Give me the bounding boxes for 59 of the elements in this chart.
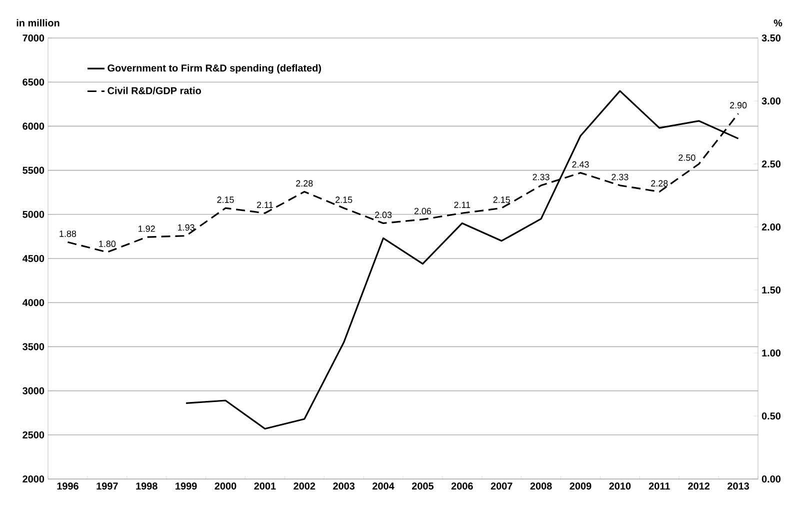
x-tick-label: 2008 xyxy=(530,482,552,490)
y-tick-label: 3500 xyxy=(22,343,44,350)
y-tick-label: 2500 xyxy=(22,431,44,438)
y-tick-label: 6000 xyxy=(22,122,44,130)
data-label: 2.15 xyxy=(217,196,234,203)
data-label: 2.15 xyxy=(493,196,510,203)
data-label: 2.28 xyxy=(651,180,668,187)
y-tick-label: 5500 xyxy=(22,166,44,174)
y2-tick-label: 2.00 xyxy=(762,223,781,231)
y-tick-label: 4500 xyxy=(22,254,44,262)
y2-tick-label: 0.00 xyxy=(762,475,781,483)
x-tick-label: 2002 xyxy=(294,482,316,490)
x-tick-label: 1999 xyxy=(176,482,197,490)
y2-tick-label: 1.50 xyxy=(762,286,781,294)
y-tick-label: 5000 xyxy=(22,210,44,218)
x-tick-label: 1997 xyxy=(96,482,118,490)
data-label: 2.43 xyxy=(572,161,589,168)
data-label: 1.92 xyxy=(138,226,155,232)
y-axis-title: in million xyxy=(16,19,60,26)
y2-tick-label: 0.50 xyxy=(762,412,781,420)
x-tick-label: 2004 xyxy=(372,482,394,490)
data-label: 2.11 xyxy=(257,202,273,208)
y2-tick-label: 1.00 xyxy=(762,349,781,357)
x-tick-label: 2011 xyxy=(648,482,670,490)
data-label: 2.33 xyxy=(612,174,628,180)
data-label: 2.90 xyxy=(730,102,747,108)
y-tick-label: 6500 xyxy=(22,78,44,86)
legend-label: Civil R&D/GDP ratio xyxy=(108,86,201,94)
data-label: 1.80 xyxy=(99,240,116,248)
data-label: 2.50 xyxy=(678,154,696,161)
data-label: 2.28 xyxy=(296,180,313,187)
data-label: 2.11 xyxy=(454,202,470,208)
x-tick-label: 2013 xyxy=(728,482,750,490)
x-tick-label: 2009 xyxy=(570,482,592,490)
y2-axis-title: % xyxy=(774,19,782,26)
x-tick-label: 2012 xyxy=(688,482,710,490)
data-label: 2.15 xyxy=(336,196,352,203)
x-tick-label: 2010 xyxy=(609,482,631,490)
data-label: 2.33 xyxy=(532,174,550,180)
x-tick-label: 1996 xyxy=(57,482,78,490)
y-tick-label: 7000 xyxy=(22,34,44,42)
x-tick-label: 2003 xyxy=(333,482,355,490)
x-tick-label: 2007 xyxy=(490,482,512,490)
x-tick-label: 2001 xyxy=(254,482,276,490)
data-label: 1.93 xyxy=(178,224,194,231)
data-label: 2.03 xyxy=(375,212,392,218)
y-tick-label: 4000 xyxy=(22,299,44,306)
data-label: 1.88 xyxy=(60,230,76,237)
x-tick-label: 2005 xyxy=(412,482,434,490)
x-tick-label: 1998 xyxy=(136,482,158,490)
y2-tick-label: 2.50 xyxy=(762,160,781,168)
y-tick-label: 2000 xyxy=(22,475,44,483)
y2-tick-label: 3.50 xyxy=(762,34,781,42)
y-tick-label: 3000 xyxy=(22,387,44,394)
legend-label: Government to Firm R&D spending (deflated) xyxy=(108,64,321,74)
x-tick-label: 2006 xyxy=(451,482,473,490)
data-label: 2.06 xyxy=(414,208,432,214)
y2-tick-label: 3.00 xyxy=(762,97,781,105)
x-tick-label: 2000 xyxy=(214,482,236,490)
